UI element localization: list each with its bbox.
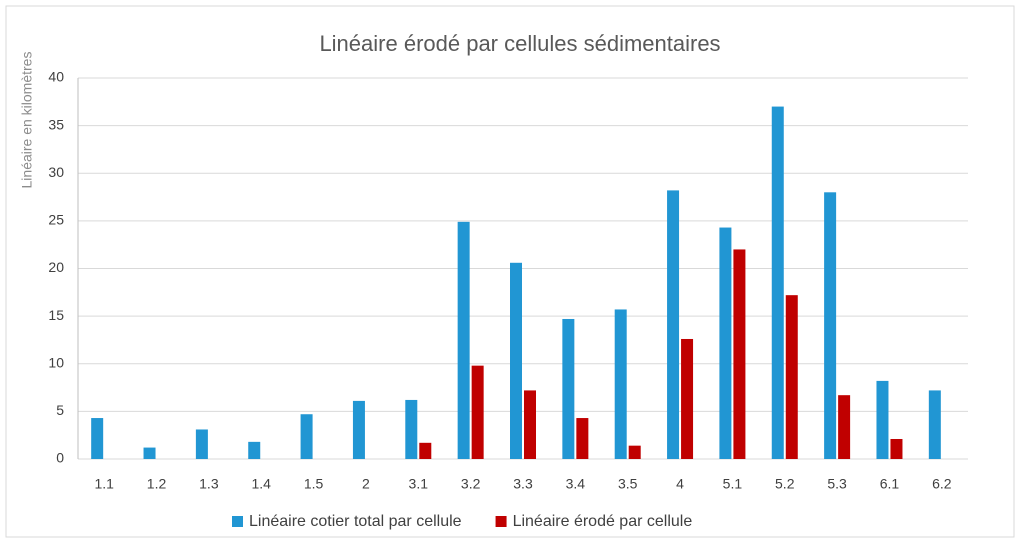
bar (614, 309, 627, 459)
x-tick-label: 5.2 (775, 476, 795, 492)
bar (733, 249, 746, 459)
bar (838, 395, 851, 459)
x-tick-label: 1.5 (304, 476, 324, 492)
bar (300, 414, 313, 459)
bar (824, 192, 837, 460)
x-tick-label: 3.3 (513, 476, 533, 492)
x-tick-label: 6.2 (932, 476, 952, 492)
x-tick-label: 4 (676, 476, 684, 492)
x-tick-label: 3.4 (566, 476, 586, 492)
legend-label: Linéaire érodé par cellule (513, 513, 693, 530)
x-tick-label: 1.1 (94, 476, 114, 492)
bar (681, 338, 694, 459)
x-tick-label: 5.3 (827, 476, 847, 492)
y-axis-label: Linéaire en kilomètres (19, 52, 35, 189)
bar (562, 318, 575, 459)
y-tick-label: 20 (48, 259, 64, 275)
bar (524, 390, 536, 459)
bar (91, 418, 104, 459)
legend-swatch (232, 516, 243, 527)
bar (143, 447, 156, 459)
bar (628, 445, 641, 459)
x-tick-label: 5.1 (723, 476, 743, 492)
y-tick-label: 25 (48, 212, 64, 228)
bar (405, 399, 418, 459)
y-tick-label: 15 (48, 307, 64, 323)
bar (785, 295, 798, 459)
x-tick-label: 3.1 (409, 476, 429, 492)
bar (195, 429, 208, 459)
y-tick-label: 35 (48, 116, 64, 132)
chart-title: Linéaire érodé par cellules sédimentaire… (319, 31, 720, 56)
legend-label: Linéaire cotier total par cellule (249, 513, 462, 530)
bar (576, 418, 589, 459)
x-tick-label: 1.3 (199, 476, 219, 492)
bar (419, 442, 432, 459)
x-tick-label: 6.1 (880, 476, 900, 492)
x-tick-label: 3.5 (618, 476, 638, 492)
bar (457, 221, 470, 459)
x-tick-label: 1.2 (147, 476, 167, 492)
y-tick-label: 5 (56, 402, 64, 418)
bar (510, 262, 522, 459)
bar (471, 365, 484, 459)
y-tick-label: 40 (48, 69, 64, 85)
bar (667, 190, 680, 459)
y-tick-label: 30 (48, 164, 64, 180)
bar (719, 227, 732, 459)
y-tick-label: 0 (56, 450, 64, 466)
legend-swatch (495, 516, 507, 527)
x-tick-label: 2 (362, 476, 370, 492)
bar (352, 400, 365, 459)
bar (928, 390, 941, 459)
y-tick-label: 10 (48, 354, 64, 370)
bar (248, 441, 261, 459)
bar (890, 438, 903, 459)
x-tick-label: 1.4 (252, 476, 272, 492)
bar (876, 380, 889, 459)
bar (771, 106, 784, 459)
x-tick-label: 3.2 (461, 476, 481, 492)
